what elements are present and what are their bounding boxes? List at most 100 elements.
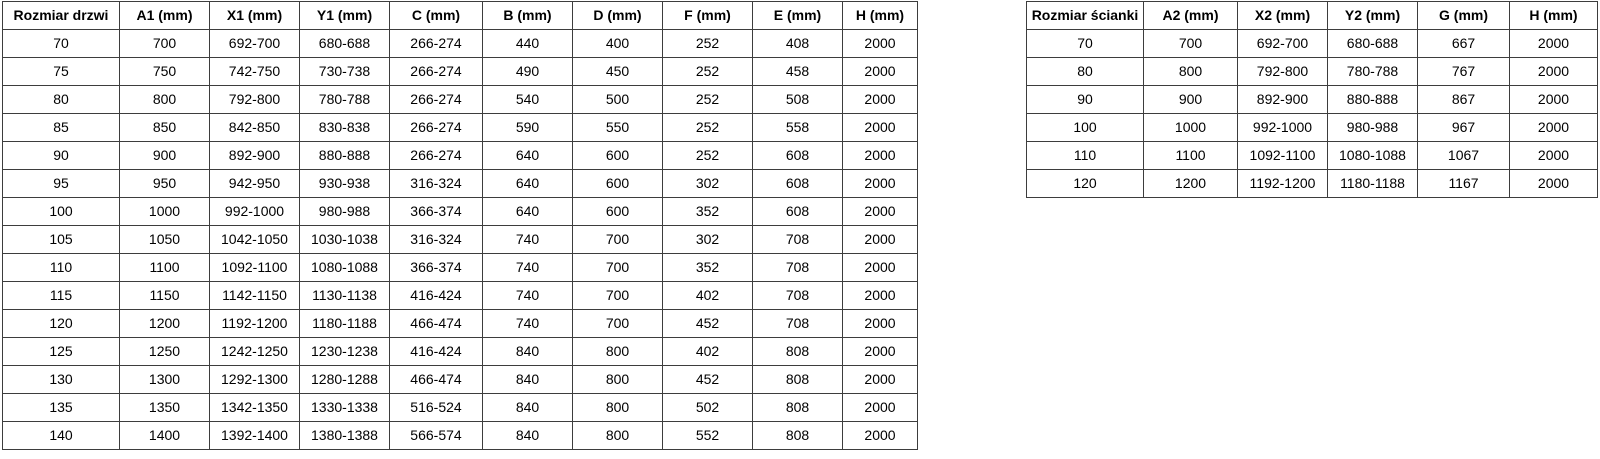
- table-cell: 2000: [842, 393, 918, 422]
- table-row: 125 1250 1242-1250 1230-1238 416-424 840 800 40…: [2, 337, 918, 366]
- column-header: G (mm): [1417, 1, 1510, 30]
- table-cell: 800: [1143, 57, 1238, 86]
- table-cell: 667: [1417, 29, 1510, 58]
- table-cell: 2000: [1509, 29, 1598, 58]
- table-cell: 2000: [842, 225, 918, 254]
- table-cell: 252: [662, 85, 753, 114]
- table-cell: 316-324: [389, 225, 483, 254]
- table-cell: 2000: [842, 309, 918, 338]
- table-cell: 1030-1038: [299, 225, 390, 254]
- table-row: 85 850 842-850 830-838 266-274 590 550 252 558 20…: [2, 113, 918, 142]
- table-cell: 892-900: [1237, 85, 1328, 114]
- table-cell: 1330-1338: [299, 393, 390, 422]
- column-header: Rozmiar ścianki: [1026, 1, 1144, 30]
- table-cell: 708: [752, 253, 843, 282]
- table-cell: 900: [1143, 85, 1238, 114]
- table-cell: 700: [1143, 29, 1238, 58]
- table-cell: 90: [1026, 85, 1144, 114]
- table-cell: 80: [1026, 57, 1144, 86]
- table-cell: 930-938: [299, 169, 390, 198]
- table-cell: 1092-1100: [209, 253, 300, 282]
- table-cell: 900: [119, 141, 210, 170]
- table-cell: 600: [572, 197, 663, 226]
- table-cell: 558: [752, 113, 843, 142]
- table-row: 80 800 792-800 780-788 767 2000: [1026, 57, 1598, 86]
- table-cell: 792-800: [209, 85, 300, 114]
- table-row: 100 1000 992-1000 980-988 967 2000: [1026, 113, 1598, 142]
- table-cell: 516-524: [389, 393, 483, 422]
- table-cell: 692-700: [1237, 29, 1328, 58]
- table-cell: 402: [662, 337, 753, 366]
- table-cell: 90: [2, 141, 120, 170]
- table-cell: 1242-1250: [209, 337, 300, 366]
- table-cell: 840: [482, 393, 573, 422]
- table-cell: 780-788: [1327, 57, 1418, 86]
- table-cell: 1280-1288: [299, 365, 390, 394]
- table-cell: 1100: [1143, 141, 1238, 170]
- table-cell: 640: [482, 197, 573, 226]
- table-cell: 466-474: [389, 309, 483, 338]
- table-cell: 1392-1400: [209, 421, 300, 450]
- table-row: 95 950 942-950 930-938 316-324 640 600 302 608 20…: [2, 169, 918, 198]
- table-cell: 800: [572, 365, 663, 394]
- table-cell: 1230-1238: [299, 337, 390, 366]
- table-cell: 1300: [119, 365, 210, 394]
- table-row: 70 700 692-700 680-688 266-274 440 400 252 408 20…: [2, 29, 918, 58]
- table-cell: 120: [1026, 169, 1144, 198]
- table-cell: 100: [2, 197, 120, 226]
- table-cell: 880-888: [1327, 85, 1418, 114]
- table-cell: 842-850: [209, 113, 300, 142]
- table-cell: 1180-1188: [299, 309, 390, 338]
- table-cell: 1000: [1143, 113, 1238, 142]
- table-cell: 2000: [842, 197, 918, 226]
- table-cell: 700: [572, 309, 663, 338]
- table-cell: 680-688: [299, 29, 390, 58]
- table-cell: 600: [572, 169, 663, 198]
- table-cell: 566-574: [389, 421, 483, 450]
- table-row: 120 1200 1192-1200 1180-1188 1167 2000: [1026, 169, 1598, 198]
- table-cell: 416-424: [389, 281, 483, 310]
- table-row: 100 1000 992-1000 980-988 366-374 640 600 352 60…: [2, 197, 918, 226]
- table-cell: 1400: [119, 421, 210, 450]
- table-cell: 302: [662, 169, 753, 198]
- table-cell: 1100: [119, 253, 210, 282]
- table-cell: 252: [662, 57, 753, 86]
- table-cell: 992-1000: [1237, 113, 1328, 142]
- table-cell: 440: [482, 29, 573, 58]
- table-cell: 850: [119, 113, 210, 142]
- column-header: E (mm): [752, 1, 843, 30]
- table-cell: 266-274: [389, 113, 483, 142]
- table-cell: 416-424: [389, 337, 483, 366]
- table-cell: 266-274: [389, 29, 483, 58]
- table-cell: 1130-1138: [299, 281, 390, 310]
- table-cell: 452: [662, 309, 753, 338]
- table-cell: 105: [2, 225, 120, 254]
- table-cell: 266-274: [389, 57, 483, 86]
- table-cell: 2000: [842, 113, 918, 142]
- table-cell: 608: [752, 169, 843, 198]
- table-cell: 2000: [1509, 113, 1598, 142]
- table-cell: 1092-1100: [1237, 141, 1328, 170]
- column-header: Y2 (mm): [1327, 1, 1418, 30]
- table-cell: 110: [2, 253, 120, 282]
- table-cell: 2000: [842, 281, 918, 310]
- table-cell: 590: [482, 113, 573, 142]
- table-cell: 742-750: [209, 57, 300, 86]
- table-row: 120 1200 1192-1200 1180-1188 466-474 740 700 45…: [2, 309, 918, 338]
- table-cell: 840: [482, 365, 573, 394]
- door-size-table: Rozmiar drzwi A1 (mm) X1 (mm) Y1 (mm) C (mm)…: [2, 1, 918, 450]
- table-cell: 880-888: [299, 141, 390, 170]
- table-cell: 1167: [1417, 169, 1510, 198]
- column-header: A1 (mm): [119, 1, 210, 30]
- table-row: 70 700 692-700 680-688 667 2000: [1026, 29, 1598, 58]
- table-cell: 1067: [1417, 141, 1510, 170]
- table-cell: 1292-1300: [209, 365, 300, 394]
- table-cell: 125: [2, 337, 120, 366]
- table-row: 90 900 892-900 880-888 867 2000: [1026, 85, 1598, 114]
- table-row: 115 1150 1142-1150 1130-1138 416-424 740 700 40…: [2, 281, 918, 310]
- table-cell: 540: [482, 85, 573, 114]
- table-cell: 780-788: [299, 85, 390, 114]
- table-cell: 1342-1350: [209, 393, 300, 422]
- table-cell: 950: [119, 169, 210, 198]
- table-row: 130 1300 1292-1300 1280-1288 466-474 840 800 45…: [2, 365, 918, 394]
